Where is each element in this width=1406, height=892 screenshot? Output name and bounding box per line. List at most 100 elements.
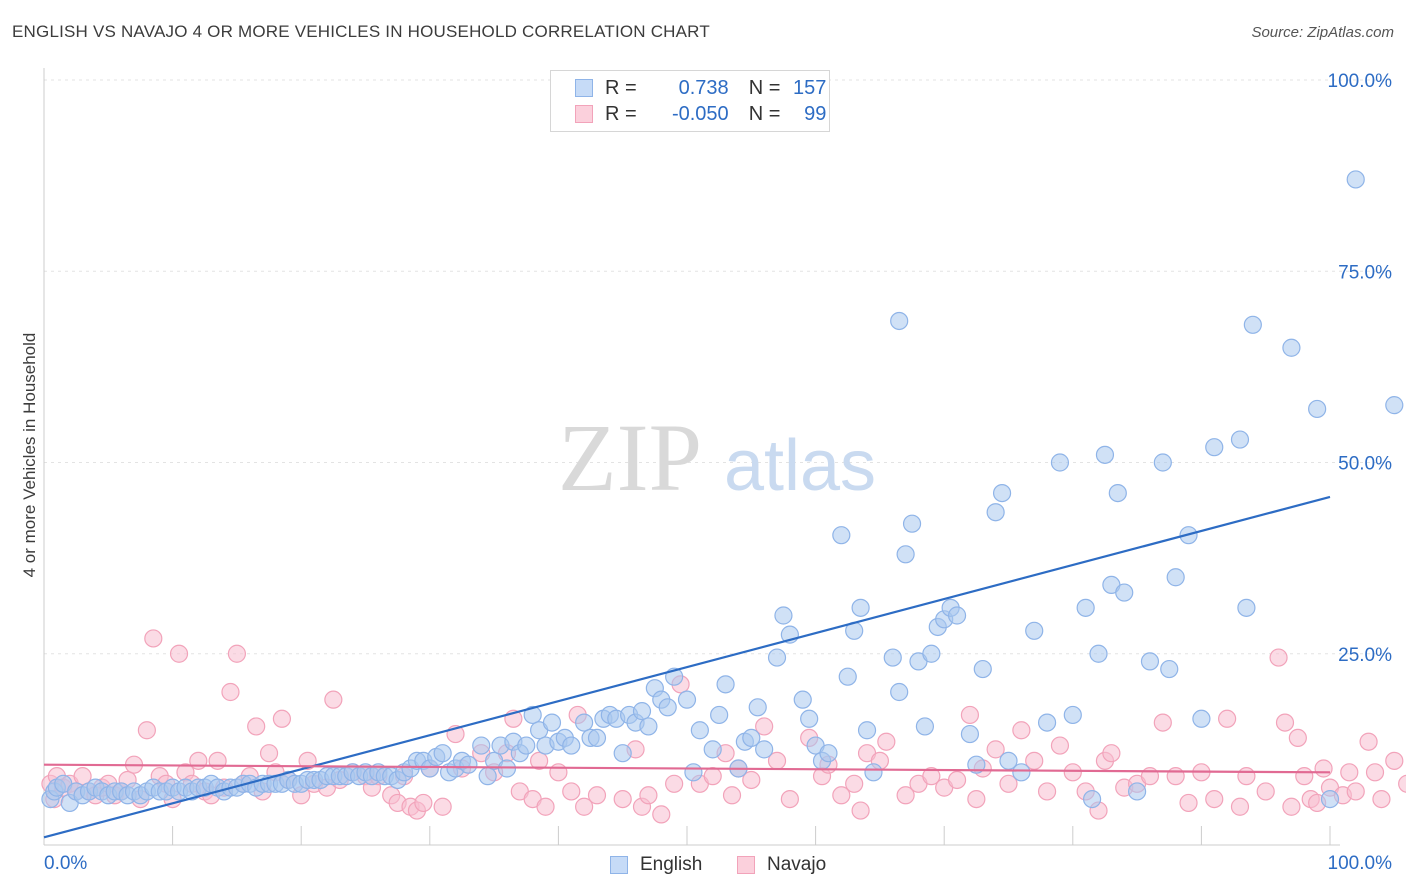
y-tick-label-1: 50.0% [1338,454,1392,475]
y-tick-label-2: 75.0% [1338,262,1392,283]
navajo-point-144 [1398,774,1406,793]
navajo-swatch [575,105,593,123]
english-point-82 [575,713,594,732]
navajo-point-30 [227,644,246,663]
english-n-label: N = [748,76,781,99]
navajo-point-141 [1365,763,1385,782]
navajo-point-76 [652,805,671,824]
english-point-98 [684,763,703,782]
english-point-140 [1025,621,1044,640]
english-point-109 [774,606,793,625]
navajo-point-128 [1269,648,1288,667]
navajo-n-value: 99 [804,102,827,125]
english-point-107 [755,740,774,759]
navajo-point-124 [1218,709,1237,728]
legend-row-navajo: R = -0.050 N = 99 [551,101,826,127]
navajo-point-96 [877,732,896,751]
english-point-158 [1205,438,1224,457]
english-point-99 [690,721,709,740]
english-point-167 [890,311,909,331]
english-point-123 [890,682,909,702]
navajo-r-value: -0.050 [671,102,729,125]
english-point-124 [896,545,915,564]
source-label: Source: ZipAtlas.com [1251,24,1394,41]
english-point-132 [947,606,967,625]
english-swatch [575,79,593,97]
english-point-102 [716,675,735,694]
english-point-159 [1230,430,1250,449]
navajo-point-80 [703,767,722,786]
english-point-145 [1082,789,1102,809]
english-point-97 [677,690,697,709]
english-point-75 [523,705,542,725]
navajo-point-139 [1346,782,1365,801]
english-point-161 [1243,315,1262,334]
english-n-value: 157 [793,76,827,99]
navajo-point-111 [1063,763,1082,782]
navajo-point-120 [1166,767,1185,786]
navajo-point-84 [742,770,761,790]
english-points [41,170,1404,813]
navajo-point-105 [986,740,1005,759]
legend-row-english: R = 0.738 N = 157 [551,75,826,101]
navajo-point-56 [433,797,452,816]
english-point-62 [433,744,452,763]
english-point-67 [472,736,491,755]
navajo-point-108 [1025,751,1044,770]
navajo-point-106 [999,774,1018,793]
english-point-121 [864,763,883,782]
english-point-81 [562,736,581,755]
navajo-legend-swatch [737,856,755,874]
navajo-point-138 [1340,763,1359,782]
english-point-100 [703,740,722,759]
english-point-155 [1166,568,1185,587]
legend-item-navajo[interactable]: Navajo [737,852,826,878]
navajo-point-123 [1205,789,1224,809]
english-point-137 [992,484,1012,503]
navajo-point-75 [639,786,658,805]
english-point-74 [517,736,536,755]
navajo-point-143 [1385,751,1404,770]
english-point-136 [986,503,1005,522]
navajo-point-140 [1359,732,1378,751]
x-tick-label-1: 100.0% [1328,853,1393,874]
english-point-133 [960,724,980,744]
english-point-146 [1089,644,1108,663]
navajo-point-82 [722,786,742,805]
watermark-atlas: atlas [724,426,876,506]
navajo-legend-label: Navajo [767,854,827,875]
axes [43,68,1340,846]
navajo-point-99 [922,767,941,786]
english-point-139 [1012,763,1031,782]
navajo-point-43 [324,690,343,709]
english-point-127 [915,717,935,736]
y-tick-label-3: 100.0% [1328,71,1393,92]
navajo-point-135 [1314,759,1333,778]
navajo-r-label: R = [605,102,637,125]
navajo-point-121 [1179,793,1198,813]
navajo-point-103 [967,789,986,809]
english-point-164 [1320,789,1340,809]
legend-item-english[interactable]: English [610,852,702,878]
navajo-point-92 [845,774,864,793]
navajo-point-6 [73,767,92,786]
navajo-point-67 [549,763,568,782]
english-point-91 [632,702,652,721]
navajo-point-68 [562,782,581,801]
watermark-zip: ZIP [558,404,702,511]
english-point-95 [658,698,677,717]
navajo-point-91 [832,786,851,805]
x-tick-label-0: 0.0% [44,853,87,874]
english-point-66 [459,755,478,774]
english-point-105 [742,728,761,748]
navajo-point-33 [247,717,266,736]
english-point-116 [832,526,851,545]
navajo-point-16 [137,721,156,740]
english-point-147 [1095,445,1115,464]
navajo-point-126 [1237,767,1256,786]
english-point-142 [1050,453,1070,472]
english-point-143 [1063,705,1082,725]
english-point-117 [838,667,857,686]
english-point-135 [973,659,992,679]
